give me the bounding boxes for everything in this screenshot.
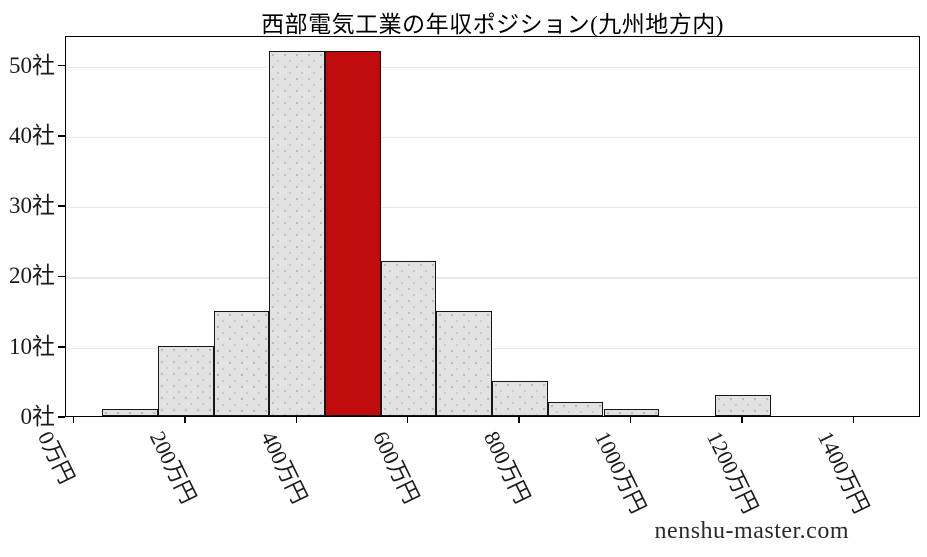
gridline-10社 <box>66 347 919 350</box>
histogram-bar-500万円 <box>325 50 381 416</box>
x-tick-mark <box>295 417 297 423</box>
x-tick-mark <box>406 417 409 423</box>
x-tick-mark <box>72 417 75 423</box>
y-tick-mark <box>58 346 65 348</box>
chart-title: 西部電気工業の年収ポジション(九州地方内) <box>261 12 724 37</box>
y-tick-mark <box>58 205 65 207</box>
y-tick-mark <box>58 64 65 67</box>
y-tick-label: 30社 <box>9 193 55 219</box>
y-tick-mark <box>58 135 65 137</box>
x-tick-mark <box>629 417 632 423</box>
gridline-30社 <box>66 207 919 209</box>
histogram-bar-800万円 <box>492 380 548 416</box>
y-tick-label: 50社 <box>9 52 55 78</box>
plot-area <box>65 36 920 417</box>
watermark-text: nenshu-master.com <box>654 518 849 544</box>
x-tick-mark <box>518 417 520 423</box>
x-tick-label: 800万円 <box>479 427 536 508</box>
histogram-bar-200万円 <box>157 345 214 416</box>
x-tick-label: 0万円 <box>33 427 81 488</box>
x-tick-label: 600万円 <box>367 427 424 508</box>
y-tick-label: 0社 <box>20 404 56 429</box>
x-tick-mark <box>741 417 743 423</box>
x-tick-label: 1000万円 <box>590 427 652 518</box>
x-tick-label: 400万円 <box>256 427 313 508</box>
y-tick-mark <box>58 275 65 278</box>
x-tick-label: 200万円 <box>144 427 202 508</box>
histogram-bar-400万円 <box>269 50 325 416</box>
y-tick-label: 10社 <box>9 333 55 359</box>
gridline-40社 <box>66 136 919 139</box>
histogram-bar-900万円 <box>547 401 604 416</box>
histogram-bar-100万円 <box>102 409 158 416</box>
x-tick-mark <box>184 417 186 423</box>
gridline-50社 <box>66 66 919 68</box>
y-tick-label: 40社 <box>9 122 55 148</box>
y-tick-mark <box>58 416 65 418</box>
histogram-bar-1000万円 <box>603 409 660 416</box>
x-tick-mark <box>852 417 854 423</box>
histogram-bar-1200万円 <box>714 394 771 416</box>
gridline-20社 <box>66 277 919 279</box>
histogram-bar-700万円 <box>436 310 493 416</box>
x-tick-label: 1200万円 <box>701 427 763 518</box>
y-tick-label: 20社 <box>9 263 55 289</box>
histogram-bar-300万円 <box>213 310 270 416</box>
histogram-bar-600万円 <box>380 261 437 416</box>
x-tick-label: 1400万円 <box>813 427 875 518</box>
